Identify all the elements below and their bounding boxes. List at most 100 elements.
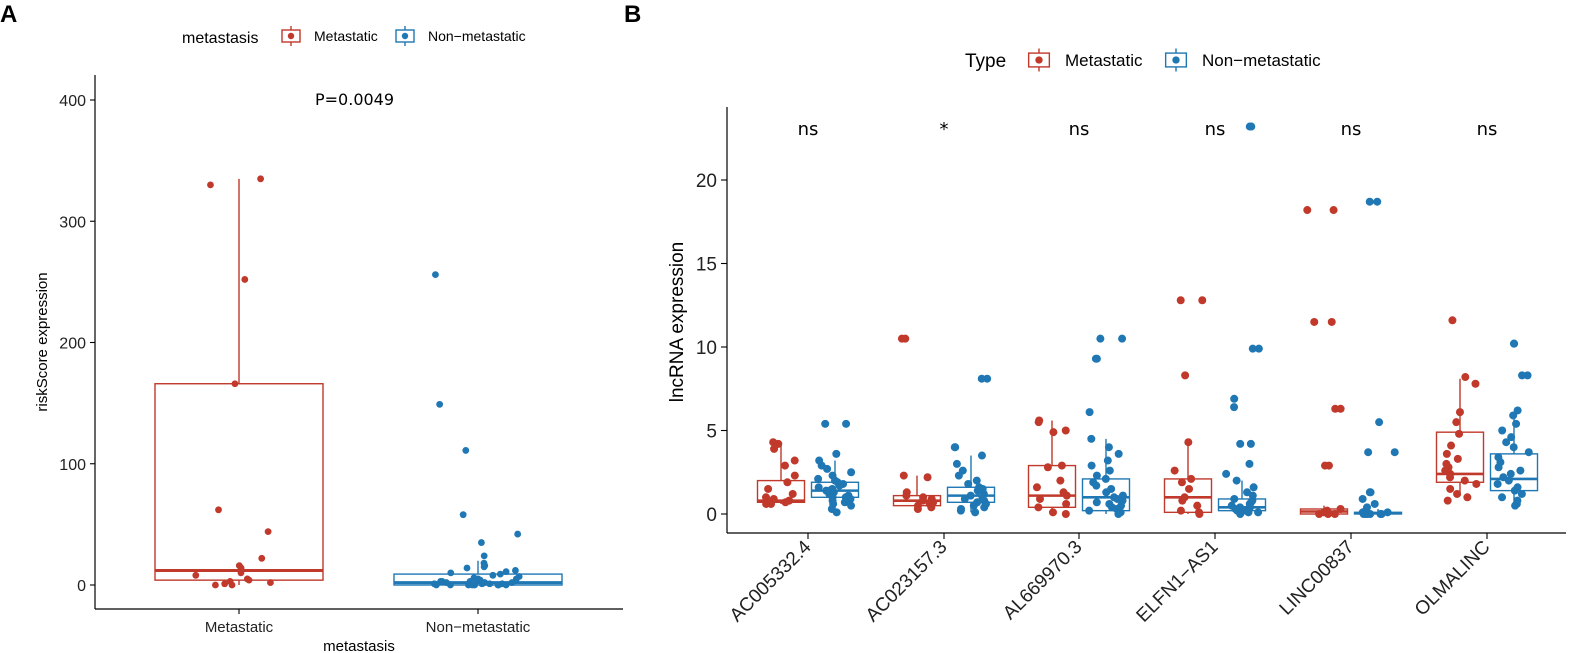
point-b-elfn1-as1-metastatic — [1195, 510, 1204, 518]
point-b-elfn1-as1-non-metastatic — [1248, 344, 1257, 353]
point-b-al669970-3-non-metastatic — [1096, 334, 1105, 343]
point-b-ac023157-3-metastatic — [901, 334, 910, 343]
point-b-elfn1-as1-metastatic — [1185, 484, 1194, 493]
point-b-ac005332-4-non-metastatic — [814, 483, 823, 492]
legend-key-a-metastatic-dot — [287, 32, 295, 40]
point-b-olmalinc-non-metastatic — [1509, 411, 1518, 420]
point-b-ac005332-4-metastatic — [790, 471, 799, 480]
point-b-ac023157-3-non-metastatic — [972, 476, 981, 485]
point-a-metastatic — [231, 380, 239, 388]
point-b-linc00837-non-metastatic — [1363, 510, 1372, 518]
legend-label-a-metastatic: Metastatic — [314, 28, 378, 44]
y-tick-label-b: 0 — [706, 505, 717, 526]
point-b-elfn1-as1-non-metastatic — [1254, 344, 1263, 353]
point-b-olmalinc-non-metastatic — [1512, 419, 1521, 428]
point-a-non-metastatic — [459, 511, 467, 519]
point-b-olmalinc-metastatic — [1461, 373, 1470, 382]
point-b-al669970-3-non-metastatic — [1092, 498, 1101, 507]
point-b-ac005332-4-non-metastatic — [821, 419, 830, 428]
point-b-ac023157-3-non-metastatic — [977, 451, 986, 460]
point-b-olmalinc-non-metastatic — [1517, 489, 1526, 498]
point-b-al669970-3-non-metastatic — [1092, 481, 1101, 490]
point-a-non-metastatic — [494, 581, 502, 589]
point-b-olmalinc-non-metastatic — [1516, 466, 1525, 475]
point-b-linc00837-non-metastatic — [1358, 494, 1367, 503]
point-b-ac005332-4-metastatic — [788, 489, 797, 498]
point-b-al669970-3-non-metastatic — [1118, 334, 1127, 343]
point-b-elfn1-as1-metastatic — [1176, 506, 1185, 515]
point-b-al669970-3-metastatic — [1057, 461, 1066, 470]
point-b-elfn1-as1-non-metastatic — [1254, 508, 1263, 517]
point-b-al669970-3-non-metastatic — [1103, 456, 1112, 465]
significance-label-linc00837: ns — [1341, 119, 1362, 140]
point-b-ac005332-4-non-metastatic — [823, 464, 832, 473]
point-b-olmalinc-non-metastatic — [1507, 433, 1516, 442]
point-b-elfn1-as1-metastatic — [1198, 296, 1207, 305]
point-b-olmalinc-metastatic — [1446, 473, 1455, 482]
x-tick-label-b-elfn1-as1: ELFN1−AS1 — [1133, 537, 1223, 627]
point-b-al669970-3-metastatic — [1056, 476, 1065, 485]
point-b-al669970-3-non-metastatic — [1085, 408, 1094, 417]
point-b-al669970-3-non-metastatic — [1114, 510, 1123, 518]
point-b-linc00837-non-metastatic — [1364, 448, 1373, 457]
point-a-non-metastatic — [508, 579, 516, 586]
point-b-olmalinc-non-metastatic — [1509, 443, 1518, 452]
point-b-elfn1-as1-non-metastatic — [1230, 494, 1239, 503]
point-b-elfn1-as1-non-metastatic — [1247, 122, 1256, 131]
point-a-non-metastatic — [447, 581, 454, 589]
point-a-metastatic — [207, 181, 214, 189]
point-b-ac005332-4-metastatic — [770, 444, 779, 453]
point-b-ac023157-3-non-metastatic — [960, 494, 969, 503]
x-tick-label-b-al669970-3: AL669970.3 — [999, 537, 1086, 624]
point-b-olmalinc-metastatic — [1452, 418, 1461, 427]
point-b-al669970-3-metastatic — [1036, 494, 1045, 503]
point-b-olmalinc-non-metastatic — [1524, 448, 1533, 457]
x-tick-label-b-ac023157-3: AC023157.3 — [862, 537, 952, 627]
point-b-al669970-3-non-metastatic — [1092, 354, 1101, 363]
point-b-ac005332-4-non-metastatic — [842, 419, 851, 428]
point-b-ac005332-4-non-metastatic — [832, 449, 841, 458]
x-tick-label-b-olmalinc: OLMALINC — [1411, 537, 1495, 621]
point-b-olmalinc-non-metastatic — [1510, 339, 1519, 348]
point-b-elfn1-as1-metastatic — [1184, 438, 1193, 447]
point-b-elfn1-as1-non-metastatic — [1245, 459, 1254, 468]
point-b-elfn1-as1-metastatic — [1170, 466, 1179, 475]
point-b-ac005332-4-non-metastatic — [832, 508, 841, 517]
point-b-ac005332-4-metastatic — [781, 461, 790, 470]
point-b-al669970-3-non-metastatic — [1087, 434, 1096, 443]
legend-key-b-metastatic — [1027, 48, 1051, 72]
point-b-olmalinc-metastatic — [1443, 496, 1452, 505]
point-b-ac023157-3-metastatic — [913, 504, 922, 513]
point-a-metastatic — [215, 506, 222, 514]
point-b-al669970-3-metastatic — [1049, 428, 1058, 437]
y-tick-label-b: 15 — [696, 255, 717, 276]
point-b-al669970-3-metastatic — [1032, 483, 1041, 492]
point-b-al669970-3-metastatic — [1048, 508, 1057, 517]
point-b-elfn1-as1-metastatic — [1176, 296, 1185, 305]
panel-b-plot: 0 5 10 15 20 AC005332.4 ns AC023157.3 * AL669970.… — [696, 48, 1566, 627]
point-b-al669970-3-non-metastatic — [1101, 474, 1110, 483]
point-b-ac005332-4-non-metastatic — [840, 498, 849, 507]
point-b-olmalinc-metastatic — [1446, 484, 1455, 493]
point-b-olmalinc-non-metastatic — [1523, 371, 1532, 380]
point-b-linc00837-metastatic — [1330, 510, 1339, 518]
point-a-non-metastatic — [432, 581, 440, 589]
point-a-non-metastatic — [463, 564, 471, 572]
significance-label-olmalinc: ns — [1477, 119, 1498, 140]
point-b-ac005332-4-metastatic — [783, 478, 792, 487]
point-b-olmalinc-non-metastatic — [1494, 463, 1503, 472]
point-a-non-metastatic — [468, 581, 476, 589]
point-b-olmalinc-metastatic — [1453, 454, 1462, 463]
point-a-metastatic — [258, 554, 266, 562]
point-b-olmalinc-metastatic — [1460, 476, 1469, 485]
point-b-ac023157-3-non-metastatic — [954, 471, 963, 480]
y-axis-title-b: lncRNA expression — [667, 242, 688, 403]
point-b-al669970-3-non-metastatic — [1104, 443, 1113, 452]
point-b-linc00837-non-metastatic — [1375, 418, 1384, 427]
significance-label-ac023157-3: * — [940, 119, 949, 140]
point-b-ac005332-4-non-metastatic — [847, 468, 856, 477]
point-b-linc00837-metastatic — [1310, 317, 1319, 326]
point-a-metastatic — [212, 581, 219, 589]
legend-key-b-nonmetastatic — [1164, 48, 1188, 72]
